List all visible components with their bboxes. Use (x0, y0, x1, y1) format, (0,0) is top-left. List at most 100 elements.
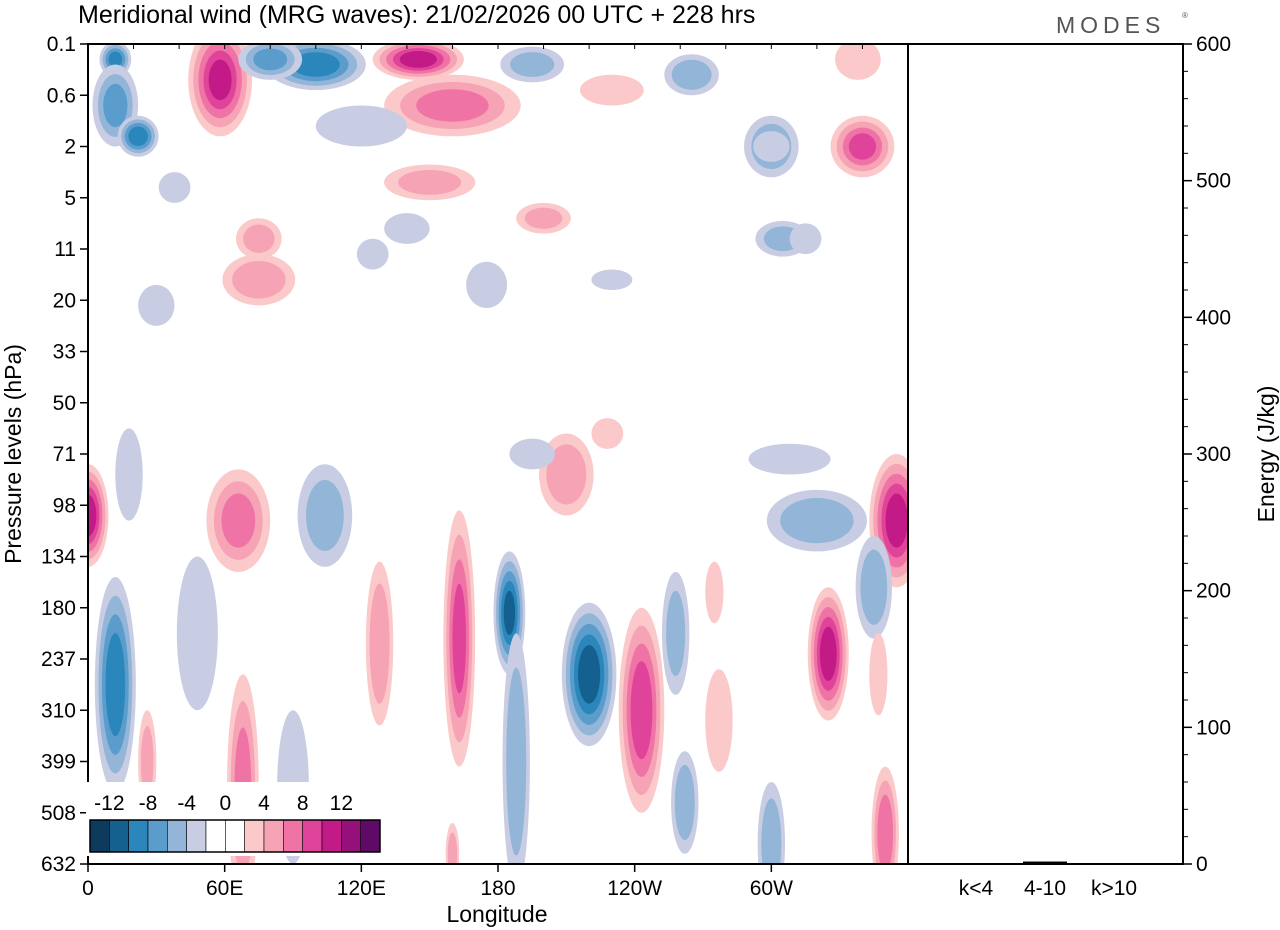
modes-logo: MODES (1056, 12, 1165, 38)
colorbar-swatch (109, 819, 129, 853)
wind-contour (221, 493, 256, 548)
colorbar-swatch (147, 819, 168, 853)
colorbar: -12 -8 -4 0 4 8 12 (86, 782, 384, 856)
wind-anomaly-28 (88, 464, 109, 567)
colorbar-swatch (283, 819, 303, 853)
wind-contour (869, 633, 888, 716)
wind-contour (579, 74, 644, 106)
wind-contour (835, 44, 881, 80)
wind-contour (369, 583, 390, 704)
y-tick-label: 11 (54, 238, 76, 261)
colorbar-swatch (167, 819, 187, 853)
x-tick-label: 120W (607, 877, 662, 900)
y-tick-label: 33 (53, 341, 76, 364)
wind-anomaly-13 (830, 115, 895, 178)
wind-anomaly-38 (855, 535, 893, 639)
y-tick-label: 2 (64, 136, 76, 159)
wind-anomaly-39 (94, 577, 136, 793)
x-tick-label: 60W (750, 877, 793, 900)
colorbar-swatch (360, 819, 381, 853)
wind-contour (753, 131, 790, 162)
wind-anomaly-55 (807, 587, 849, 721)
energy-tick-label: 100 (1196, 716, 1231, 739)
colorbar-swatch (225, 819, 245, 853)
wind-contour (399, 50, 437, 68)
colorbar-tick-label: 4 (258, 792, 270, 815)
y-tick-label: 71 (53, 443, 76, 466)
wind-anomaly-24 (138, 284, 175, 326)
wind-anomaly-19 (516, 202, 571, 234)
energy-category-label: k>10 (1091, 877, 1137, 900)
wind-contour (509, 438, 555, 470)
x-tick-label: 0 (82, 877, 94, 900)
wind-anomaly-23 (158, 172, 191, 203)
energy-tick-label: 200 (1196, 580, 1231, 603)
wind-contour (503, 590, 516, 635)
y-tick-label: 399 (41, 751, 76, 774)
wind-anomaly-54 (757, 782, 786, 864)
wind-contour (819, 626, 837, 681)
wind-anomaly-31 (297, 464, 353, 567)
wind-anomaly-9 (500, 46, 565, 83)
wind-contour (291, 52, 340, 77)
wind-contour (510, 52, 555, 77)
wind-anomaly-57 (869, 633, 888, 716)
wind-anomaly-41 (176, 556, 218, 711)
energy-tick-label: 600 (1196, 33, 1231, 56)
y-tick-label: 0.1 (47, 33, 76, 56)
wind-anomaly-10 (579, 74, 644, 106)
y-axis: 0.1 0.6 2 5 11 20 33 50 71 98 134 180 237 310 399 508 63… (41, 33, 88, 876)
colorbar-swatch (128, 819, 149, 853)
wind-contour (384, 213, 430, 244)
wind-contour (176, 556, 218, 711)
x-axis-label: Longitude (446, 901, 547, 927)
wind-contour (103, 83, 128, 128)
wind-anomaly-51 (671, 751, 699, 854)
wind-anomaly-35 (748, 443, 831, 475)
wind-anomaly-20 (384, 213, 430, 244)
wind-contour (452, 583, 467, 694)
x-tick-label: 60E (206, 877, 243, 900)
y-axis-label: Pressure levels (hPa) (0, 344, 26, 564)
colorbar-swatch (302, 819, 323, 853)
wind-contour (860, 549, 888, 625)
colorbar-tick-label: -8 (139, 792, 158, 815)
wind-contour (108, 51, 123, 68)
wind-anomaly-52 (705, 561, 724, 624)
wind-contour (356, 238, 389, 270)
wind-contour (705, 669, 733, 772)
y-tick-label: 134 (41, 546, 76, 569)
wind-anomaly-34 (591, 418, 624, 449)
logo-registered-icon: ® (1182, 11, 1188, 20)
colorbar-swatch (205, 819, 226, 853)
y-tick-label: 50 (53, 392, 76, 415)
wind-anomaly-11 (664, 54, 719, 96)
colorbar-tick-label: -12 (94, 792, 124, 815)
wind-anomaly-18 (222, 254, 296, 306)
wind-anomaly-50 (661, 571, 690, 695)
wind-contour (705, 561, 724, 624)
wind-contour (88, 494, 97, 537)
wind-contour (305, 480, 344, 551)
y-tick-label: 632 (41, 853, 76, 876)
y-tick-label: 98 (53, 494, 76, 517)
x-tick-label: 180 (480, 877, 515, 900)
wind-contour (398, 169, 462, 195)
energy-category-label: 4-10 (1024, 877, 1066, 900)
wind-anomaly-33 (509, 438, 555, 470)
colorbar-swatch (89, 819, 110, 853)
wind-anomaly-37 (766, 489, 867, 552)
wind-contour (671, 59, 712, 90)
y-tick-label: 20 (53, 289, 76, 312)
wind-anomaly-7 (384, 74, 521, 137)
wind-contour (591, 269, 633, 291)
wind-contour (158, 172, 191, 203)
energy-frame (907, 43, 1184, 865)
chart-title: Meridional wind (MRG waves): 21/02/2026 … (78, 1, 755, 29)
wind-contour (506, 667, 527, 856)
energy-tick-label: 0 (1196, 853, 1208, 876)
wind-anomaly-47 (502, 633, 530, 864)
y-tick-label: 237 (41, 648, 76, 671)
wind-contour (630, 661, 653, 760)
